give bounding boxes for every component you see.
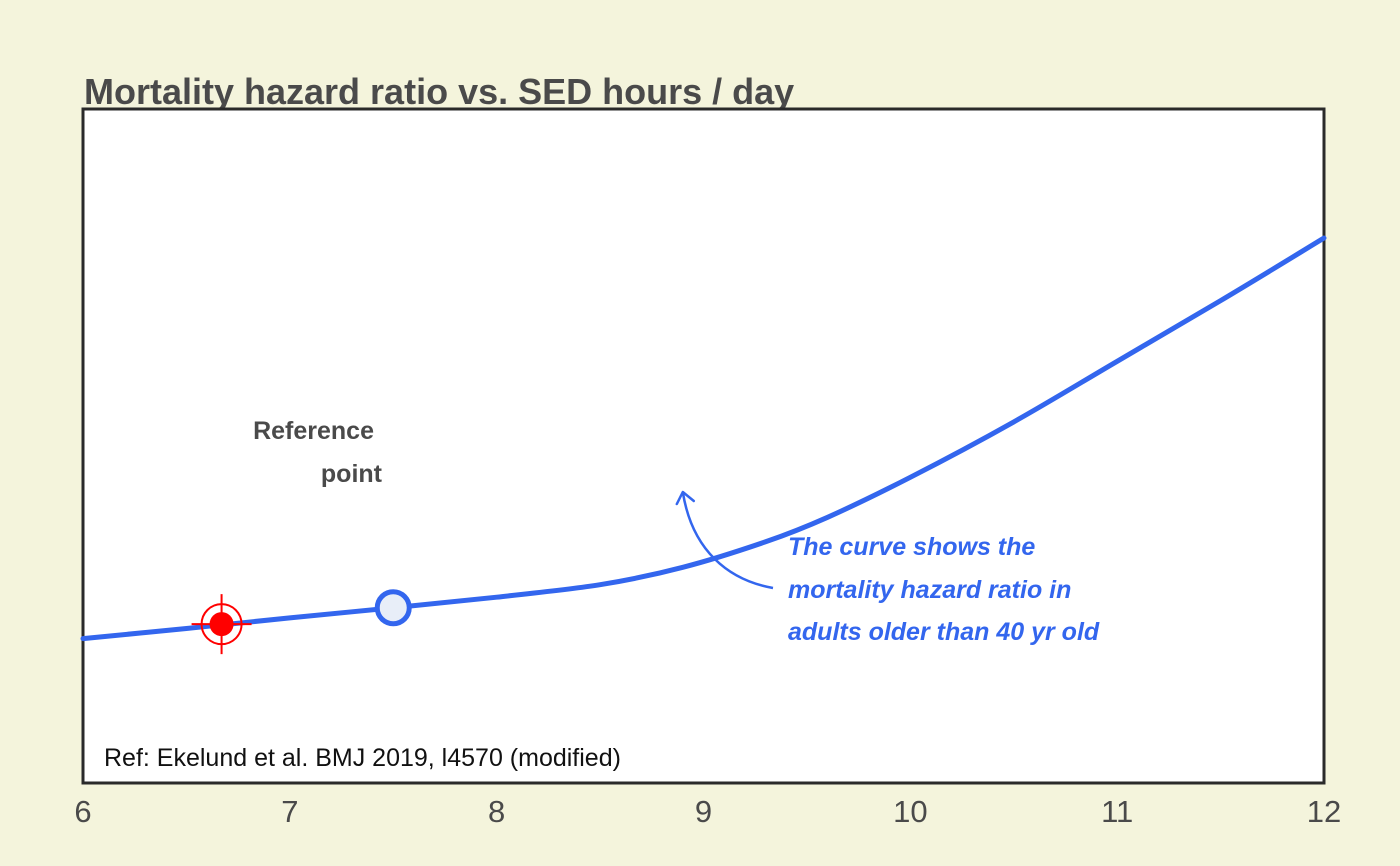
annotation-arrow-head — [675, 490, 696, 506]
target-point-marker — [191, 594, 252, 655]
hazard-ratio-curve — [80, 235, 1327, 642]
reference-point-label: Reference point — [253, 417, 383, 488]
x-tick-label: 11 — [1101, 794, 1133, 829]
x-axis-ticks: 6 7 8 9 10 11 12 — [74, 794, 1341, 829]
annotation-text: The curve shows the mortality hazard rat… — [788, 533, 1100, 646]
x-tick-label: 8 — [488, 794, 505, 829]
reference-label-line2: point — [321, 460, 383, 488]
annotation-arrow — [681, 491, 774, 590]
x-tick-label: 6 — [74, 794, 91, 829]
source-note: Ref: Ekelund et al. BMJ 2019, l4570 (mod… — [104, 744, 621, 772]
annotation-line-3: adults older than 40 yr old — [788, 618, 1100, 646]
reference-point-marker — [374, 589, 412, 627]
annotation-line-1: The curve shows the — [788, 533, 1035, 561]
chart-title: Mortality hazard ratio vs. SED hours / d… — [84, 71, 794, 112]
x-tick-label: 9 — [695, 794, 712, 829]
reference-label-line1: Reference — [253, 417, 374, 445]
plot-area — [81, 107, 1326, 785]
annotation-line-2: mortality hazard ratio in — [788, 576, 1071, 604]
x-tick-label: 10 — [893, 794, 927, 829]
x-tick-label: 12 — [1307, 794, 1341, 829]
x-tick-label: 7 — [281, 794, 298, 829]
